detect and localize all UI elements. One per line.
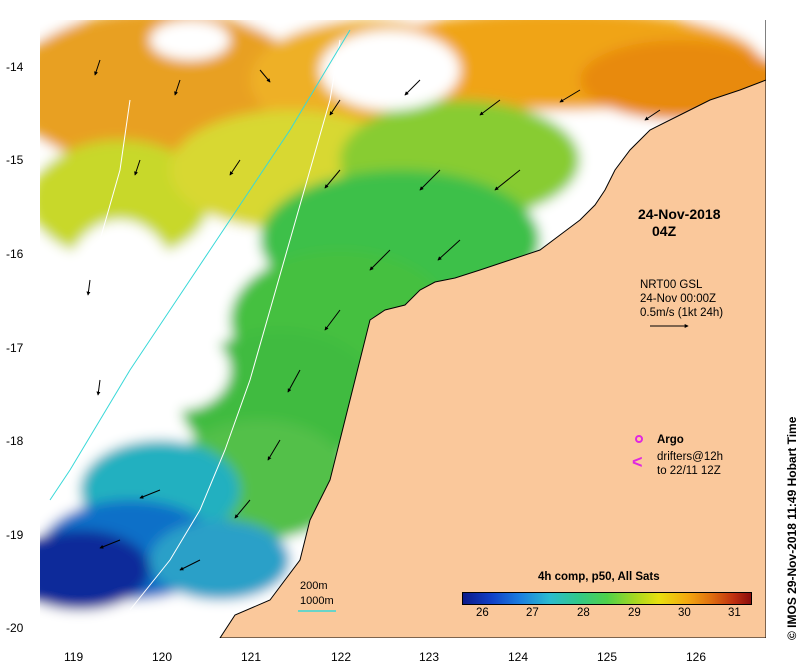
isobath-1000-label: 1000m bbox=[300, 595, 334, 607]
isobath-200-label: 200m bbox=[300, 580, 328, 592]
credit-text: © IMOS 29-Nov-2018 11:49 Hobart Time bbox=[785, 416, 799, 640]
lon-label: 124 bbox=[508, 650, 529, 664]
map-date: 24-Nov-2018 bbox=[638, 206, 721, 222]
argo-marker bbox=[635, 435, 643, 443]
sst-field bbox=[40, 20, 766, 638]
lat-label: -17 bbox=[6, 341, 24, 355]
colorbar bbox=[462, 592, 752, 605]
current-key-source: NRT00 GSL bbox=[640, 279, 703, 291]
isobath-200m bbox=[129, 39, 341, 611]
isobath-1000m bbox=[49, 29, 351, 501]
lon-label: 123 bbox=[419, 650, 440, 664]
lat-label: -15 bbox=[6, 153, 24, 167]
argo-label: Argo bbox=[657, 434, 684, 446]
lat-label: -18 bbox=[6, 434, 24, 448]
lon-label: 122 bbox=[331, 650, 352, 664]
colorbar-tick: 27 bbox=[526, 607, 539, 619]
lat-label: -14 bbox=[6, 60, 24, 74]
lat-label: -16 bbox=[6, 247, 24, 261]
isobath-1000-swatch bbox=[298, 610, 336, 612]
colorbar-tick: 30 bbox=[678, 607, 691, 619]
drifters-range: to 22/11 12Z bbox=[657, 465, 721, 477]
lon-label: 125 bbox=[597, 650, 618, 664]
colorbar-tick: 31 bbox=[728, 607, 741, 619]
current-key-scale: 0.5m/s (1kt 24h) bbox=[640, 307, 724, 319]
colorbar-title: 4h comp, p50, All Sats bbox=[538, 571, 660, 583]
colorbar-tick: 28 bbox=[577, 607, 590, 619]
lon-label: 121 bbox=[241, 650, 262, 664]
current-key-time: 24-Nov 00:00Z bbox=[640, 293, 717, 305]
drifters-label: drifters@12h bbox=[657, 451, 724, 463]
colorbar-tick: 29 bbox=[628, 607, 641, 619]
lon-label: 119 bbox=[64, 650, 84, 664]
lat-label: -19 bbox=[6, 528, 24, 542]
colorbar-tick: 26 bbox=[476, 607, 489, 619]
land-mass bbox=[219, 20, 766, 638]
isobath-200m-2 bbox=[79, 99, 131, 311]
map-time: 04Z bbox=[652, 223, 677, 239]
drifter-icon: < bbox=[632, 452, 643, 472]
sst-map bbox=[40, 20, 766, 638]
lat-label: -20 bbox=[6, 621, 24, 635]
lon-label: 120 bbox=[152, 650, 173, 664]
current-vectors bbox=[86, 59, 661, 571]
map-area[interactable] bbox=[40, 20, 766, 638]
lon-label: 126 bbox=[686, 650, 707, 664]
